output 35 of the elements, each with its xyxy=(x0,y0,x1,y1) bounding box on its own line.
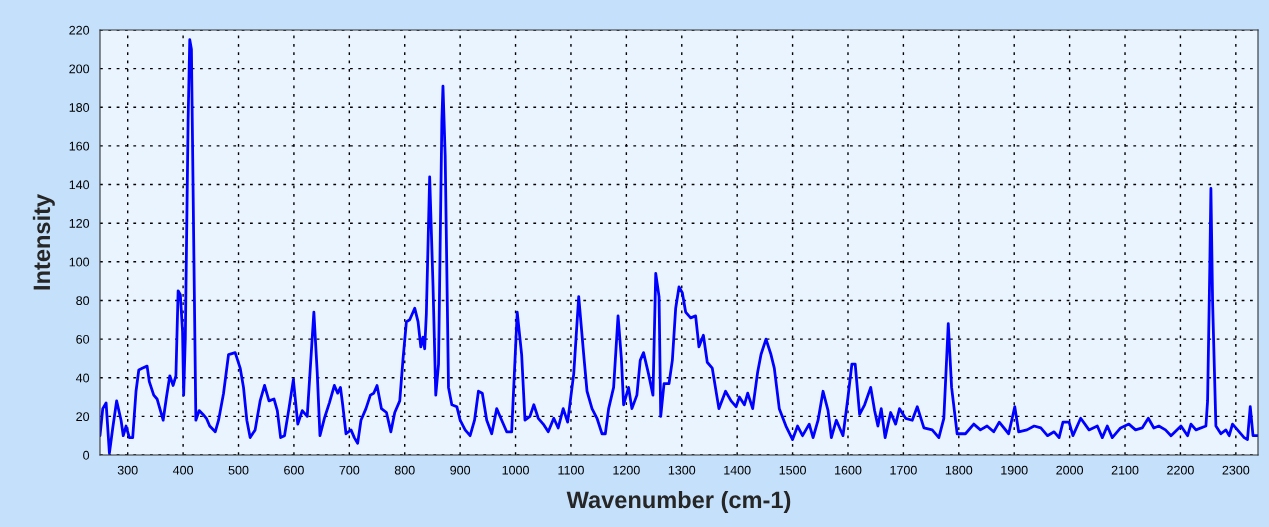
x-tick-label: 1800 xyxy=(945,465,973,475)
x-tick-label: 1500 xyxy=(779,465,806,475)
x-tick-label: 2200 xyxy=(1167,465,1194,475)
x-tick-label: 1300 xyxy=(668,465,696,475)
y-tick-label: 20 xyxy=(76,412,90,422)
x-tick-label: 700 xyxy=(339,465,360,475)
x-axis-title: Wavenumber (cm-1) xyxy=(566,490,791,513)
y-tick-label: 200 xyxy=(69,64,90,74)
y-tick-label: 160 xyxy=(69,141,90,151)
x-tick-label: 1000 xyxy=(502,465,529,475)
y-tick-label: 100 xyxy=(69,257,90,267)
x-tick-label: 2000 xyxy=(1056,465,1084,475)
y-tick-label: 140 xyxy=(69,180,90,190)
y-axis-title: Intensity xyxy=(32,194,55,290)
x-tick-label: 1400 xyxy=(724,465,751,475)
x-tick-label: 800 xyxy=(394,465,415,475)
y-tick-label: 0 xyxy=(83,450,90,460)
x-tick-label: 1100 xyxy=(558,465,584,475)
x-tick-label: 1600 xyxy=(835,465,862,475)
x-tick-label: 300 xyxy=(117,465,138,475)
y-tick-label: 80 xyxy=(76,296,90,306)
x-tick-label: 1200 xyxy=(613,465,640,475)
x-tick-label: 1900 xyxy=(1001,465,1028,475)
y-tick-label: 40 xyxy=(75,373,90,383)
x-tick-label: 400 xyxy=(172,465,194,475)
y-tick-label: 60 xyxy=(76,334,90,344)
x-tick-label: 500 xyxy=(228,465,249,475)
y-tick-label: 220 xyxy=(69,25,90,35)
x-tick-label: 2300 xyxy=(1222,465,1250,475)
y-tick-label: 180 xyxy=(69,103,90,112)
y-tick-label: 120 xyxy=(69,218,90,228)
x-tick-label: 2100 xyxy=(1111,465,1139,475)
x-tick-label: 900 xyxy=(450,465,471,475)
x-tick-label: 600 xyxy=(284,465,304,475)
x-tick-label: 1700 xyxy=(890,465,917,475)
